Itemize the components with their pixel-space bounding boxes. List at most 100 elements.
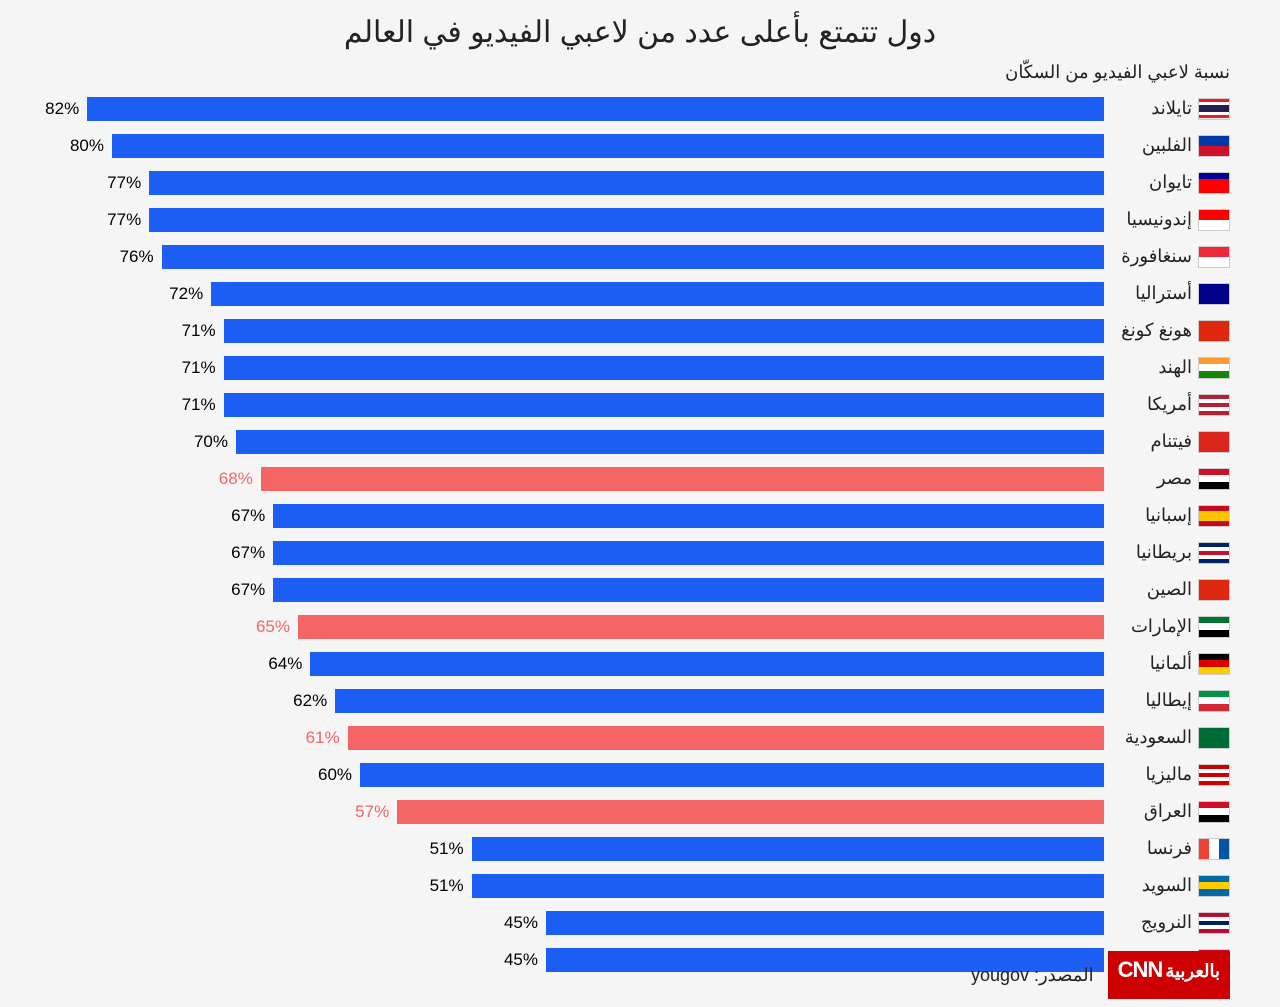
table-row: إسبانيا67% <box>50 498 1230 533</box>
table-row: إيطاليا62% <box>50 683 1230 718</box>
bar <box>546 911 1104 935</box>
country-label: الإمارات <box>1104 616 1198 637</box>
country-label: السعودية <box>1104 727 1198 748</box>
flag-icon <box>1198 764 1230 786</box>
table-row: فيتنام70% <box>50 424 1230 459</box>
flag-icon <box>1198 801 1230 823</box>
table-row: الصين67% <box>50 572 1230 607</box>
country-label: أستراليا <box>1104 283 1198 304</box>
bar-track: 60% <box>50 763 1104 787</box>
flag-icon <box>1198 653 1230 675</box>
value-label: 77% <box>107 208 141 232</box>
country-label: أمريكا <box>1104 394 1198 415</box>
table-row: السويد 51% <box>50 868 1230 903</box>
table-row: إندونيسيا 77% <box>50 202 1230 237</box>
value-label: 51% <box>430 837 464 861</box>
bar <box>112 134 1104 158</box>
value-label: 80% <box>70 134 104 158</box>
flag-icon <box>1198 912 1230 934</box>
country-label: فيتنام <box>1104 431 1198 452</box>
value-label: 51% <box>430 874 464 898</box>
bar-track: 51% <box>50 837 1104 861</box>
cnn-arabic-logo: CNN بالعربية <box>1108 951 1230 999</box>
table-row: هونغ كونغ71% <box>50 313 1230 348</box>
bar <box>298 615 1104 639</box>
bar <box>224 356 1104 380</box>
country-label: تايوان <box>1104 172 1198 193</box>
flag-icon <box>1198 690 1230 712</box>
bar-rows: تايلاند82%الفلبين 80% تايوان 77% إندونيسيا 77… <box>50 91 1230 977</box>
table-row: ألمانيا64% <box>50 646 1230 681</box>
chart-title: دول تتمتع بأعلى عدد من لاعبي الفيديو في … <box>50 15 1230 50</box>
table-row: تايوان 77% <box>50 165 1230 200</box>
bar-track: 80% <box>50 134 1104 158</box>
country-label: العراق <box>1104 801 1198 822</box>
country-label: ألمانيا <box>1104 653 1198 674</box>
bar-track: 61% <box>50 726 1104 750</box>
country-label: إسبانيا <box>1104 505 1198 526</box>
bar-track: 71% <box>50 393 1104 417</box>
bar <box>273 504 1104 528</box>
flag-icon <box>1198 98 1230 120</box>
bar-track: 65% <box>50 615 1104 639</box>
bar-track: 70% <box>50 430 1104 454</box>
bar <box>149 171 1104 195</box>
country-label: الهند <box>1104 357 1198 378</box>
bar <box>348 726 1104 750</box>
country-label: إندونيسيا <box>1104 209 1198 230</box>
bar <box>360 763 1104 787</box>
bar <box>149 208 1104 232</box>
bar-track: 45% <box>50 911 1104 935</box>
flag-icon <box>1198 468 1230 490</box>
source-label: المصدر: yougov <box>971 965 1094 986</box>
bar <box>273 541 1104 565</box>
value-label: 60% <box>318 763 352 787</box>
flag-icon <box>1198 431 1230 453</box>
table-row: السعودية 61% <box>50 720 1230 755</box>
footer: CNN بالعربية المصدر: yougov <box>971 951 1230 999</box>
bar-track: 71% <box>50 356 1104 380</box>
bar <box>397 800 1104 824</box>
value-label: 65% <box>256 615 290 639</box>
bar <box>472 874 1104 898</box>
bar <box>162 245 1104 269</box>
bar-track: 67% <box>50 504 1104 528</box>
flag-icon <box>1198 283 1230 305</box>
bar-track: 67% <box>50 541 1104 565</box>
value-label: 45% <box>504 911 538 935</box>
country-label: بريطانيا <box>1104 542 1198 563</box>
bar-track: 71% <box>50 319 1104 343</box>
chart-subtitle: نسبة لاعبي الفيديو من السكّان <box>50 62 1230 83</box>
bar-track: 45% <box>50 948 1104 972</box>
value-label: 61% <box>306 726 340 750</box>
table-row: العراق57% <box>50 794 1230 829</box>
bar-track: 76% <box>50 245 1104 269</box>
bar <box>211 282 1104 306</box>
value-label: 77% <box>107 171 141 195</box>
flag-icon <box>1198 357 1230 379</box>
country-label: الصين <box>1104 579 1198 600</box>
flag-icon <box>1198 616 1230 638</box>
bar-track: 51% <box>50 874 1104 898</box>
bar-track: 77% <box>50 171 1104 195</box>
value-label: 76% <box>120 245 154 269</box>
value-label: 71% <box>182 356 216 380</box>
flag-icon <box>1198 172 1230 194</box>
flag-icon <box>1198 246 1230 268</box>
table-row: مصر68% <box>50 461 1230 496</box>
country-label: مصر <box>1104 468 1198 489</box>
flag-icon <box>1198 542 1230 564</box>
value-label: 72% <box>169 282 203 306</box>
country-label: تايلاند <box>1104 98 1198 119</box>
bar-track: 82% <box>50 97 1104 121</box>
logo-cnn: CNN <box>1118 957 1163 983</box>
bar <box>236 430 1104 454</box>
table-row: الإمارات 65% <box>50 609 1230 644</box>
country-label: الفلبين <box>1104 135 1198 156</box>
bar <box>335 689 1104 713</box>
flag-icon <box>1198 579 1230 601</box>
flag-icon <box>1198 320 1230 342</box>
value-label: 71% <box>182 319 216 343</box>
chart-container: دول تتمتع بأعلى عدد من لاعبي الفيديو في … <box>0 0 1280 977</box>
country-label: السويد <box>1104 875 1198 896</box>
